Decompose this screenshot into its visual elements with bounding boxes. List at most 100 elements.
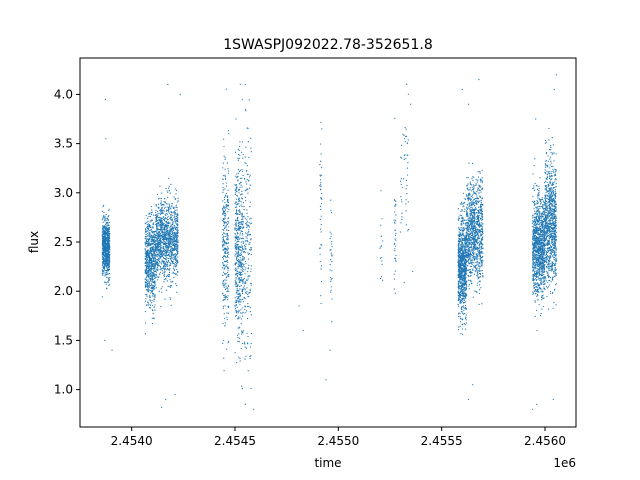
data-point (101, 210, 103, 212)
data-point (250, 151, 252, 153)
data-point (154, 304, 156, 306)
data-point (464, 277, 466, 279)
data-point (174, 243, 177, 245)
data-point (460, 229, 462, 231)
data-point (465, 308, 467, 310)
data-point (151, 292, 154, 295)
data-point (240, 285, 242, 287)
data-point (463, 252, 465, 254)
data-point (479, 258, 481, 260)
data-point (240, 279, 243, 281)
data-point (155, 260, 157, 262)
data-point (149, 225, 152, 227)
data-point (250, 332, 253, 335)
data-point (471, 248, 473, 250)
data-point (149, 251, 151, 253)
data-point (156, 217, 158, 219)
data-point (154, 265, 157, 267)
data-point (241, 223, 243, 225)
data-point (330, 279, 332, 281)
data-point (161, 221, 163, 224)
data-point (458, 246, 460, 248)
data-point (162, 272, 164, 274)
data-point (223, 224, 225, 227)
data-point (235, 184, 237, 187)
data-point (163, 257, 166, 260)
data-point (146, 274, 148, 276)
data-point (235, 190, 237, 192)
data-point (459, 214, 461, 216)
data-point (406, 142, 408, 144)
data-point (405, 199, 407, 201)
data-point (407, 201, 409, 203)
data-point (401, 212, 403, 214)
data-point (168, 212, 170, 214)
data-point (460, 264, 462, 267)
data-point (156, 249, 158, 251)
data-point (238, 229, 240, 231)
data-point (401, 187, 404, 189)
data-point (102, 228, 104, 230)
data-point (108, 265, 111, 267)
data-point (167, 253, 169, 256)
data-point (153, 300, 155, 302)
data-point (240, 276, 242, 279)
data-point (149, 299, 151, 301)
data-point (237, 267, 239, 269)
data-point (249, 184, 251, 186)
data-point (460, 240, 462, 242)
data-point (460, 224, 462, 226)
data-point (148, 276, 150, 278)
data-point (168, 268, 170, 271)
data-point (222, 234, 224, 236)
data-point (238, 221, 240, 223)
data-point (155, 243, 157, 245)
data-point (176, 243, 178, 245)
data-point (244, 297, 246, 300)
data-point (249, 291, 251, 293)
data-point (235, 314, 237, 317)
data-point (239, 294, 242, 297)
data-point (461, 241, 463, 243)
data-point (144, 270, 147, 272)
data-point (321, 244, 323, 246)
data-point (222, 305, 225, 307)
data-point (151, 231, 154, 234)
data-point (173, 257, 175, 259)
data-point (244, 269, 246, 271)
data-point (393, 273, 395, 275)
data-point (106, 268, 109, 271)
data-point (242, 170, 244, 173)
data-point (154, 288, 156, 290)
data-point (171, 205, 173, 207)
data-point (148, 284, 151, 286)
data-point (239, 298, 241, 300)
data-point (461, 217, 463, 219)
data-point (239, 293, 241, 295)
data-point (463, 244, 465, 246)
data-point (238, 285, 241, 287)
data-point (239, 254, 241, 257)
data-point (222, 249, 224, 251)
data-point (466, 246, 468, 248)
data-point (107, 239, 109, 241)
data-point (239, 326, 241, 328)
data-point (152, 245, 154, 247)
data-point (161, 253, 163, 255)
data-point (168, 234, 170, 236)
data-point (238, 281, 240, 283)
data-point (241, 246, 243, 248)
data-point (239, 260, 241, 262)
data-point (153, 292, 155, 295)
data-point (241, 141, 243, 143)
data-point (153, 275, 155, 278)
data-point (460, 210, 462, 212)
data-point (174, 212, 177, 214)
data-point (108, 221, 110, 224)
data-point (472, 184, 475, 186)
data-point (240, 181, 242, 184)
data-point (237, 266, 239, 268)
data-point (238, 199, 241, 201)
data-point (457, 261, 459, 263)
data-point (145, 252, 147, 254)
